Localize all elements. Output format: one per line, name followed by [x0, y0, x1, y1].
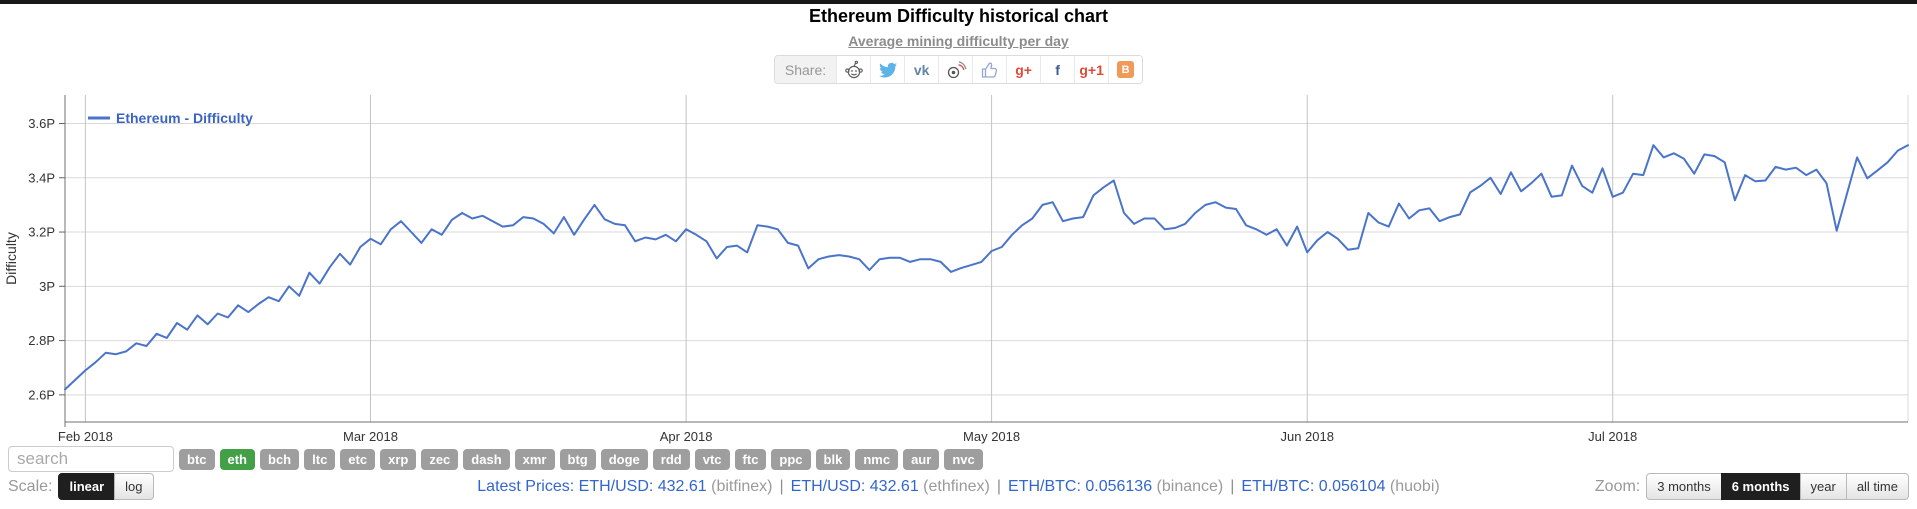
blogger-share-button[interactable]: B — [1108, 56, 1143, 83]
vk-icon: vk — [913, 61, 930, 78]
price-exchange: (binance) — [1156, 478, 1224, 495]
coin-tag-doge[interactable]: doge — [600, 448, 648, 470]
coin-filter-row: btcethbchltcetcxrpzecdashxmrbtgdogerddvt… — [8, 446, 1909, 472]
coin-tag-list: btc eth bch ltc etc xrp zec dash xmr btg doge rdd vt… — [179, 448, 983, 470]
price-link-bitfinex[interactable]: ETH/USD: 432.61 — [578, 478, 712, 495]
zoom-label: Zoom: — [1594, 477, 1641, 495]
zoom-all-time-button[interactable]: all time — [1845, 473, 1909, 500]
reddit-share-button[interactable] — [836, 56, 871, 83]
like-icon — [981, 62, 997, 78]
share-label: Share: — [774, 56, 837, 83]
coin-tag-btg[interactable]: btg — [559, 448, 596, 470]
facebook-icon: f — [1055, 61, 1060, 78]
price-exchange: (huobi) — [1389, 478, 1440, 495]
bottom-toolbar: Scale: linear log Latest Prices: ETH/USD:… — [0, 473, 1917, 503]
x-tick-label: Jul 2018 — [1588, 429, 1637, 444]
page-title: Ethereum Difficulty historical chart — [808, 6, 1109, 26]
latest-prices-label: Latest Prices: — [477, 478, 579, 495]
y-tick-label: 2.8P — [28, 333, 55, 348]
weibo-icon — [947, 60, 967, 78]
scale-control: Scale: linear log — [8, 473, 154, 500]
x-tick-label: Feb 2018 — [58, 429, 113, 444]
twitter-icon — [878, 62, 897, 77]
price-link-binance[interactable]: ETH/BTC: 0.056136 — [1008, 478, 1157, 495]
search-input[interactable] — [8, 446, 174, 472]
price-exchange: (ethfinex) — [923, 478, 990, 495]
y-tick-label: 3.6P — [28, 116, 55, 131]
coin-tag-rdd[interactable]: rdd — [652, 448, 690, 470]
y-tick-label: 2.6P — [28, 387, 55, 402]
reddit-icon — [844, 60, 863, 78]
weibo-share-button[interactable] — [938, 56, 973, 83]
y-tick-label: 3.4P — [28, 170, 55, 185]
coin-tag-nmc[interactable]: nmc — [855, 448, 899, 470]
difficulty-chart[interactable]: 2.6P 2.8P 3P 3.2P 3.4P 3.6P Feb 2018 Mar 2018 Ap… — [0, 88, 1917, 446]
zoom-3-months-button[interactable]: 3 months — [1646, 473, 1722, 500]
top-border-strip — [0, 0, 1917, 4]
chart-subtitle-row: Average mining difficulty per day — [0, 33, 1917, 51]
google-plus-icon: g+ — [1015, 61, 1032, 78]
scale-log-button[interactable]: log — [114, 473, 154, 500]
scale-label: Scale: — [8, 477, 53, 495]
coin-tag-aur[interactable]: aur — [903, 448, 940, 470]
x-tick-label: Jun 2018 — [1280, 429, 1334, 444]
share-bar: Share: vk g+ f g+1 B — [0, 55, 1917, 84]
zoom-year-button[interactable]: year — [1799, 473, 1847, 500]
x-tick-label: Mar 2018 — [343, 429, 398, 444]
coin-tag-etc[interactable]: etc — [340, 448, 376, 470]
google-plus-one-share-button[interactable]: g+1 — [1074, 56, 1109, 83]
facebook-share-button[interactable]: f — [1040, 56, 1075, 83]
price-separator: | — [779, 478, 784, 495]
price-separator: | — [996, 478, 1002, 495]
latest-prices: Latest Prices: ETH/USD: 432.61 (bitfinex… — [0, 473, 1917, 501]
coin-tag-ltc[interactable]: ltc — [304, 448, 336, 470]
price-exchange: (bitfinex) — [711, 478, 773, 495]
chart-legend-label[interactable]: Ethereum - Difficulty — [116, 110, 253, 126]
scale-linear-button[interactable]: linear — [58, 473, 116, 500]
coin-tag-xmr[interactable]: xmr — [514, 448, 555, 470]
y-tick-label: 3.2P — [28, 225, 55, 240]
google-plus-share-button[interactable]: g+ — [1006, 56, 1041, 83]
coin-tag-btc[interactable]: btc — [179, 448, 215, 470]
zoom-6-months-button[interactable]: 6 months — [1720, 473, 1801, 500]
coin-tag-nvc[interactable]: nvc — [944, 448, 983, 470]
twitter-share-button[interactable] — [870, 56, 905, 83]
coin-tag-bch[interactable]: bch — [260, 448, 300, 470]
price-separator: | — [1230, 478, 1235, 495]
coin-tag-xrp[interactable]: xrp — [380, 448, 417, 470]
coin-tag-blk[interactable]: blk — [815, 448, 851, 470]
price-link-ethfinex[interactable]: ETH/USD: 432.61 — [790, 478, 924, 495]
coin-tag-zec[interactable]: zec — [421, 448, 459, 470]
blogger-icon: B — [1117, 61, 1135, 78]
google-plus-one-icon: g+1 — [1079, 61, 1104, 78]
difficulty-series-line — [64, 144, 1909, 391]
coin-tag-ftc[interactable]: ftc — [734, 448, 767, 470]
vk-share-button[interactable]: vk — [904, 56, 939, 83]
coin-tag-vtc[interactable]: vtc — [694, 448, 730, 470]
x-tick-label: Apr 2018 — [660, 429, 713, 444]
share-button-group: Share: vk g+ f g+1 B — [773, 55, 1144, 84]
zoom-control: Zoom: 3 months 6 months year all time — [1595, 473, 1909, 500]
coin-tag-eth[interactable]: eth — [219, 448, 255, 470]
coin-tag-ppc[interactable]: ppc — [771, 448, 811, 470]
y-axis-title: Difficulty — [3, 232, 19, 285]
like-share-button[interactable] — [972, 56, 1007, 83]
chart-subtitle-link[interactable]: Average mining difficulty per day — [848, 33, 1069, 49]
price-link-huobi[interactable]: ETH/BTC: 0.056104 — [1241, 478, 1390, 495]
y-tick-label: 3P — [39, 279, 55, 294]
coin-tag-dash[interactable]: dash — [463, 448, 510, 470]
x-tick-label: May 2018 — [963, 429, 1020, 444]
